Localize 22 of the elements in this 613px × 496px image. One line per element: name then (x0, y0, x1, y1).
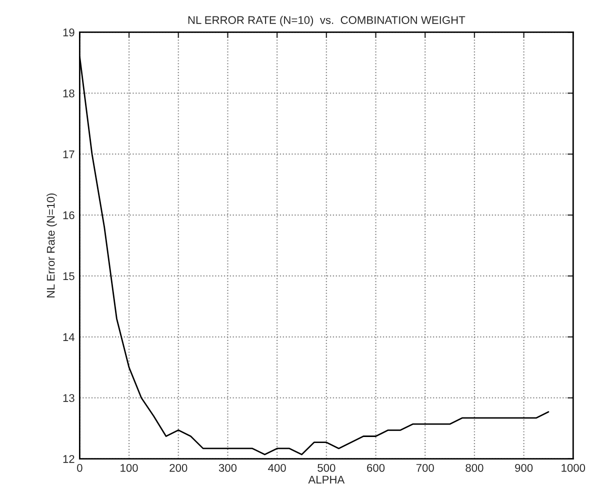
y-tick-label: 13 (63, 394, 74, 402)
x-tick-label: 100 (120, 464, 138, 472)
x-axis-title: ALPHA (308, 476, 345, 484)
x-tick-label: 300 (218, 464, 237, 472)
x-tick-label: 900 (515, 464, 533, 472)
y-tick-label: 19 (63, 28, 74, 36)
y-tick-label: 17 (63, 150, 74, 158)
x-tick-label: 1000 (562, 464, 586, 472)
x-tick-label: 500 (318, 464, 336, 472)
chart-title: NL ERROR RATE (N=10) vs. COMBINATION WEIGHT (188, 16, 466, 26)
x-tick-label: 700 (416, 464, 434, 472)
y-tick-label: 12 (63, 455, 74, 463)
x-tick-label: 800 (466, 464, 484, 472)
x-tick-label: 200 (170, 464, 188, 472)
y-axis-title: NL Error Rate (N=10) (46, 193, 57, 298)
y-tick-label: 15 (63, 272, 74, 280)
x-tick-label: 600 (367, 464, 385, 472)
x-tick-label: 400 (268, 464, 286, 472)
y-tick-label: 14 (63, 333, 75, 341)
y-tick-label: 16 (63, 211, 74, 220)
y-tick-label: 18 (63, 89, 74, 98)
x-tick-label: 0 (77, 464, 82, 472)
